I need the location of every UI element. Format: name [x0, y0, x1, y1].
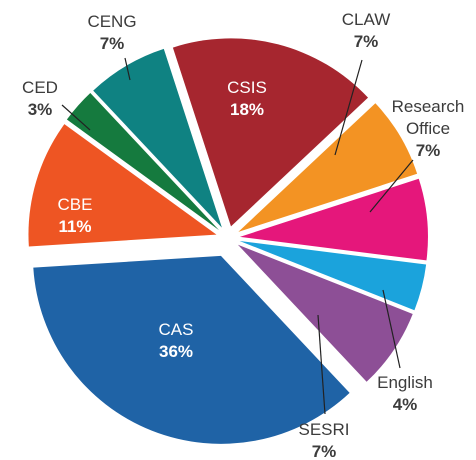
- slice-label: CENG 7%: [64, 11, 160, 55]
- pie-slice: [238, 103, 418, 232]
- category-name: CLAW: [341, 10, 391, 29]
- slice-label: CED 3%: [0, 77, 88, 121]
- percent-label: 7%: [415, 141, 441, 160]
- percent-label: 36%: [158, 342, 194, 361]
- leader-line: [334, 59, 363, 156]
- leader-line: [61, 104, 91, 131]
- slice-label: Research Office 7%: [388, 96, 468, 162]
- leader-line: [382, 289, 401, 369]
- category-name: CSIS: [227, 78, 267, 97]
- percent-label: 7%: [353, 32, 379, 51]
- pie-slice: [28, 124, 217, 247]
- slice-label: English 4%: [357, 372, 453, 416]
- pie-slice: [237, 244, 413, 382]
- category-name: SESRI: [298, 420, 350, 439]
- pie-slice: [93, 48, 222, 228]
- category-name: CENG: [87, 12, 137, 31]
- pie-slice: [172, 38, 369, 227]
- pie-slice: [33, 255, 350, 444]
- category-name: English: [377, 373, 433, 392]
- pie-slice: [239, 240, 427, 311]
- slice-label: SESRI 7%: [276, 419, 372, 460]
- percent-label: 3%: [27, 100, 53, 119]
- slice-label: CSIS 18%: [199, 77, 295, 121]
- percent-label: 18%: [229, 100, 265, 119]
- category-name: CED: [22, 78, 58, 97]
- percent-label: 7%: [311, 442, 337, 460]
- category-name: Research Office: [391, 97, 465, 138]
- category-name: CBE: [57, 195, 93, 214]
- percent-label: 11%: [58, 217, 92, 236]
- slice-label: CLAW 7%: [318, 9, 414, 53]
- percent-label: 4%: [392, 395, 418, 414]
- pie-slice: [66, 93, 219, 231]
- leader-line: [317, 314, 326, 415]
- slice-label: CAS 36%: [128, 319, 224, 363]
- slice-label: CBE 11%: [27, 194, 123, 238]
- category-name: CAS: [158, 320, 194, 339]
- percent-label: 7%: [99, 34, 125, 53]
- leader-line: [369, 159, 414, 213]
- leader-line: [124, 57, 131, 81]
